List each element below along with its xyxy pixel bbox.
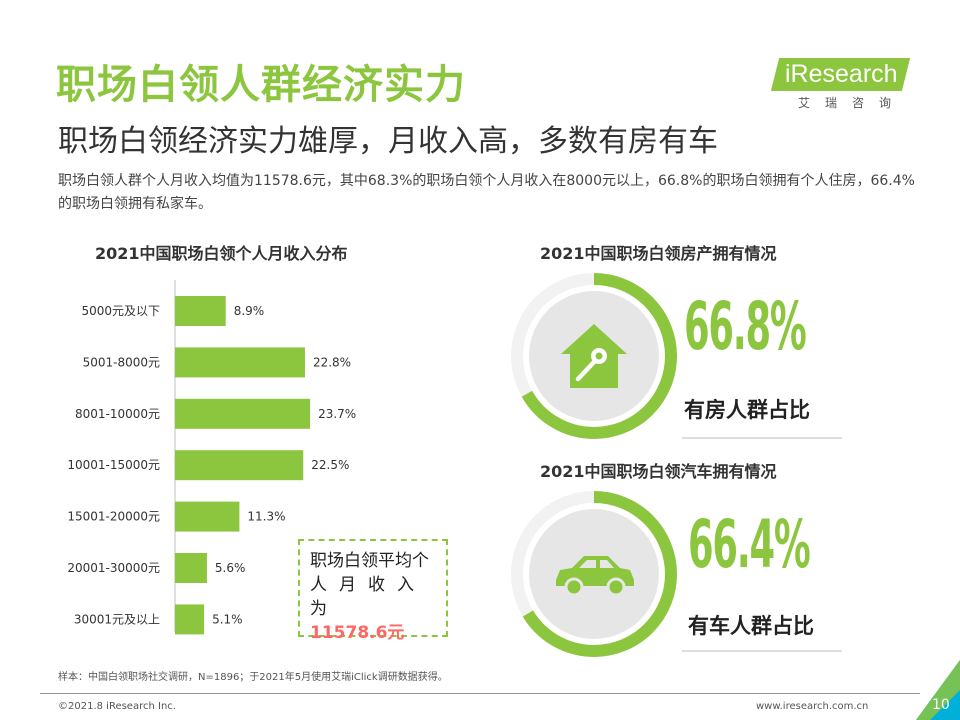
note-line-1: 职场白领平均个 (310, 551, 429, 571)
category-label: 20001-30000元 (67, 561, 160, 575)
source-note: 样本：中国白领职场社交调研，N=1896；于2021年5月使用艾瑞iClick调… (58, 672, 448, 683)
note-average-value: 11578.6元 (310, 623, 405, 643)
logo-subtitle: 艾瑞咨询 (798, 96, 907, 110)
house-ownership-ring (511, 273, 677, 439)
house-ring-arc (511, 273, 677, 439)
income-bar (175, 398, 311, 429)
copyright-text: ©2021.8 iResearch Inc. (58, 701, 176, 712)
footer-divider (40, 693, 920, 694)
house-divider (682, 437, 842, 439)
income-bar (175, 450, 304, 481)
income-chart-title: 2021中国职场白领个人月收入分布 (95, 244, 348, 263)
car-label: 有车人群占比 (688, 614, 814, 638)
logo-brand: iResearch (785, 60, 898, 88)
income-bar (175, 501, 240, 532)
category-label: 15001-20000元 (67, 510, 160, 524)
website-link[interactable]: www.iresearch.com.cn (756, 701, 869, 712)
category-label: 10001-15000元 (67, 458, 160, 472)
car-ownership-ring (511, 491, 677, 657)
bar-value-label: 23.7% (318, 407, 356, 421)
house-percentage: 66.8% (684, 288, 807, 365)
car-ring-arc (511, 491, 677, 657)
iresearch-logo: iResearch 艾瑞咨询 (771, 58, 920, 110)
house-label: 有房人群占比 (684, 398, 810, 422)
car-icon (556, 556, 634, 597)
category-label: 5000元及以下 (81, 304, 160, 318)
category-label: 5001-8000元 (83, 355, 160, 369)
house-key-icon (561, 324, 627, 388)
page-corner-badge (916, 660, 960, 720)
car-divider (682, 650, 842, 652)
description-text: 职场白领人群个人月收入均值为11578.6元，其中68.3%的职场白领个人月收入… (58, 173, 915, 212)
bar-value-label: 22.5% (311, 458, 349, 472)
note-line-2: 人月收入为 (310, 575, 426, 619)
bar-value-label: 11.3% (247, 510, 285, 524)
category-label: 8001-10000元 (75, 407, 160, 421)
income-bar-chart: 5000元及以下 8.9% 5001-8000元 22.8% 8001-10000元 23… (67, 280, 356, 635)
car-chart-title: 2021中国职场白领汽车拥有情况 (540, 462, 777, 481)
average-income-note: 职场白领平均个 人月收入为 11578.6元 (298, 539, 448, 643)
category-label: 30001元及以上 (74, 612, 160, 626)
income-bar (175, 604, 205, 635)
bar-value-label: 5.1% (212, 612, 243, 626)
bar-value-label: 22.8% (313, 355, 351, 369)
income-bar (175, 347, 305, 378)
house-chart-title: 2021中国职场白领房产拥有情况 (540, 244, 777, 263)
bar-value-label: 8.9% (234, 304, 264, 318)
income-bar (175, 553, 207, 583)
page-number: 10 (932, 697, 950, 713)
car-percentage: 66.4% (688, 506, 811, 583)
bar-value-label: 5.6% (215, 561, 246, 575)
page-subtitle: 职场白领经济实力雄厚，月收入高，多数有房有车 (58, 124, 718, 159)
page-title: 职场白领人群经济实力 (56, 62, 466, 108)
income-bar (175, 296, 226, 326)
